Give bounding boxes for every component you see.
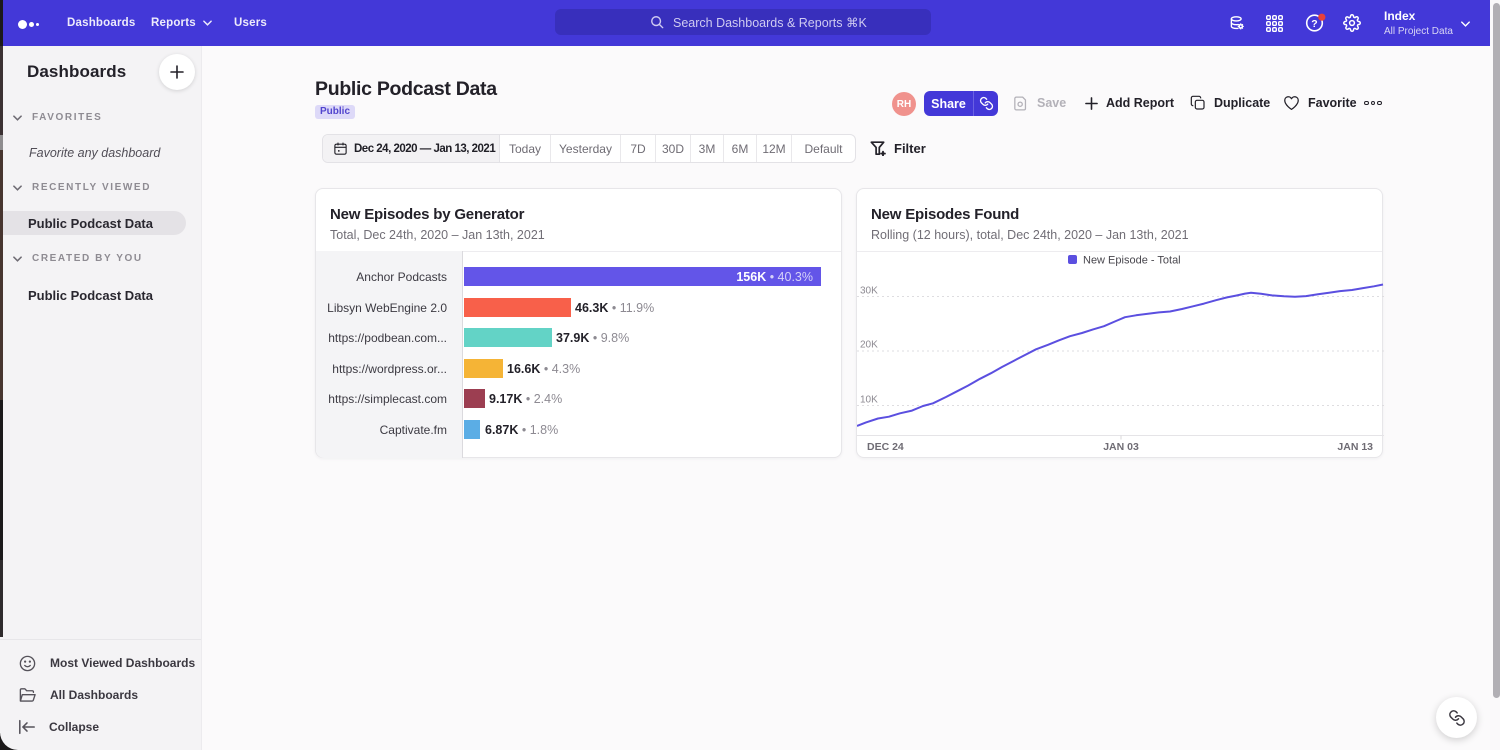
- svg-text:JAN 13: JAN 13: [1337, 441, 1373, 453]
- svg-text:10K: 10K: [860, 395, 878, 406]
- svg-text:JAN 03: JAN 03: [1103, 441, 1139, 453]
- svg-text:?: ?: [1311, 18, 1317, 30]
- svg-text:New Episode - Total: New Episode - Total: [1083, 255, 1181, 267]
- svg-text:DEC 24: DEC 24: [867, 441, 904, 453]
- svg-text:30K: 30K: [860, 286, 878, 297]
- svg-text:20K: 20K: [860, 340, 878, 351]
